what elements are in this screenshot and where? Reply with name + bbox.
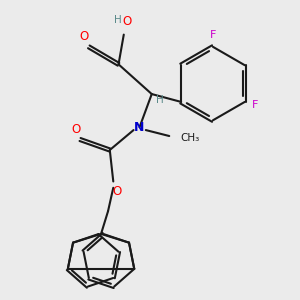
Text: F: F bbox=[252, 100, 258, 110]
Text: CH₃: CH₃ bbox=[180, 133, 200, 143]
Text: O: O bbox=[71, 123, 80, 136]
Text: H: H bbox=[114, 15, 122, 25]
Text: O: O bbox=[113, 185, 122, 198]
Text: O: O bbox=[79, 30, 88, 43]
Text: F: F bbox=[210, 30, 216, 40]
Text: N: N bbox=[134, 121, 145, 134]
Text: O: O bbox=[122, 15, 131, 28]
Text: H: H bbox=[156, 95, 163, 105]
